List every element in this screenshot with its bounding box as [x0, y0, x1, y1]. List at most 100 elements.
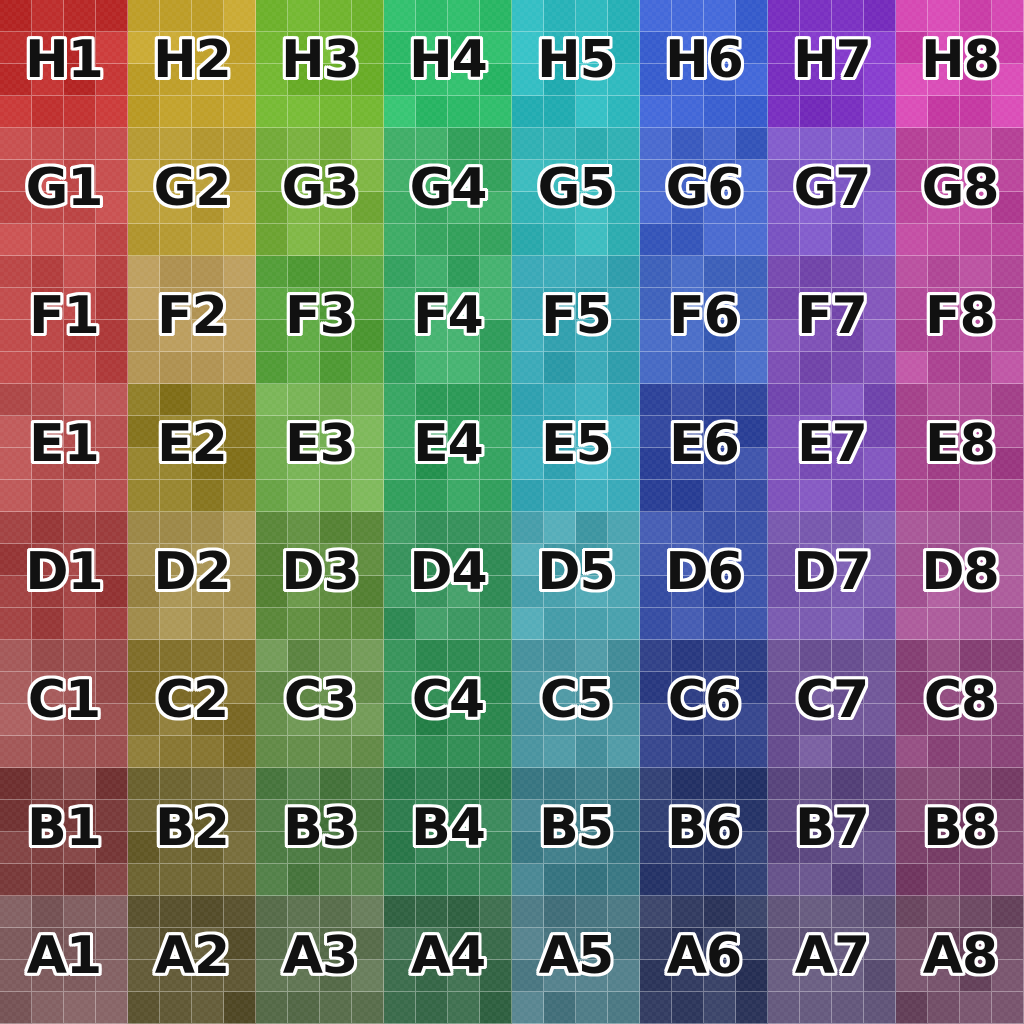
- sub-tile: [224, 384, 256, 416]
- grid-cell-c4[interactable]: C4: [384, 640, 512, 768]
- sub-tile: [608, 928, 640, 960]
- grid-cell-h4[interactable]: H4: [384, 0, 512, 128]
- grid-cell-e6[interactable]: E6: [640, 384, 768, 512]
- grid-cell-b6[interactable]: B6: [640, 768, 768, 896]
- grid-cell-c8[interactable]: C8: [896, 640, 1024, 768]
- grid-cell-e7[interactable]: E7: [768, 384, 896, 512]
- grid-cell-c7[interactable]: C7: [768, 640, 896, 768]
- grid-cell-a5[interactable]: A5: [512, 896, 640, 1024]
- grid-cell-d7[interactable]: D7: [768, 512, 896, 640]
- grid-cell-a3[interactable]: A3: [256, 896, 384, 1024]
- grid-cell-c6[interactable]: C6: [640, 640, 768, 768]
- grid-cell-b1[interactable]: B1: [0, 768, 128, 896]
- grid-cell-d3[interactable]: D3: [256, 512, 384, 640]
- grid-cell-d1[interactable]: D1: [0, 512, 128, 640]
- grid-cell-c5[interactable]: C5: [512, 640, 640, 768]
- grid-cell-b3[interactable]: B3: [256, 768, 384, 896]
- grid-cell-d8[interactable]: D8: [896, 512, 1024, 640]
- grid-cell-f1[interactable]: F1: [0, 256, 128, 384]
- grid-cell-c3[interactable]: C3: [256, 640, 384, 768]
- sub-tile: [704, 800, 736, 832]
- sub-tile: [608, 256, 640, 288]
- sub-tile: [640, 96, 672, 128]
- grid-cell-d6[interactable]: D6: [640, 512, 768, 640]
- sub-tile: [96, 800, 128, 832]
- sub-tile: [288, 32, 320, 64]
- grid-cell-g5[interactable]: G5: [512, 128, 640, 256]
- grid-cell-a1[interactable]: A1: [0, 896, 128, 1024]
- sub-tile: [256, 960, 288, 992]
- sub-tile: [288, 288, 320, 320]
- sub-tile: [64, 736, 96, 768]
- sub-tile: [352, 928, 384, 960]
- grid-cell-a8[interactable]: A8: [896, 896, 1024, 1024]
- grid-cell-e3[interactable]: E3: [256, 384, 384, 512]
- grid-cell-d4[interactable]: D4: [384, 512, 512, 640]
- grid-cell-g2[interactable]: G2: [128, 128, 256, 256]
- grid-cell-h2[interactable]: H2: [128, 0, 256, 128]
- grid-cell-g6[interactable]: G6: [640, 128, 768, 256]
- sub-tile: [192, 416, 224, 448]
- grid-cell-h1[interactable]: H1: [0, 0, 128, 128]
- grid-cell-g7[interactable]: G7: [768, 128, 896, 256]
- sub-tile: [128, 64, 160, 96]
- sub-tile: [224, 672, 256, 704]
- grid-cell-d2[interactable]: D2: [128, 512, 256, 640]
- grid-cell-h7[interactable]: H7: [768, 0, 896, 128]
- sub-tile: [384, 672, 416, 704]
- sub-tile: [704, 384, 736, 416]
- grid-cell-e2[interactable]: E2: [128, 384, 256, 512]
- grid-cell-b2[interactable]: B2: [128, 768, 256, 896]
- grid-cell-g3[interactable]: G3: [256, 128, 384, 256]
- grid-cell-e1[interactable]: E1: [0, 384, 128, 512]
- sub-tile: [480, 288, 512, 320]
- sub-tile: [448, 288, 480, 320]
- grid-cell-h5[interactable]: H5: [512, 0, 640, 128]
- cell-label-h7: H7: [793, 29, 872, 90]
- sub-tile: [544, 512, 576, 544]
- sub-tile: [416, 224, 448, 256]
- sub-tile: [288, 96, 320, 128]
- sub-tile: [608, 640, 640, 672]
- grid-cell-e5[interactable]: E5: [512, 384, 640, 512]
- sub-tile: [768, 0, 800, 32]
- grid-cell-g8[interactable]: G8: [896, 128, 1024, 256]
- grid-cell-e4[interactable]: E4: [384, 384, 512, 512]
- grid-cell-a7[interactable]: A7: [768, 896, 896, 1024]
- grid-cell-c2[interactable]: C2: [128, 640, 256, 768]
- grid-cell-f7[interactable]: F7: [768, 256, 896, 384]
- sub-tile: [320, 672, 352, 704]
- sub-tile: [288, 864, 320, 896]
- grid-cell-g1[interactable]: G1: [0, 128, 128, 256]
- sub-tile: [800, 160, 832, 192]
- sub-tile: [96, 960, 128, 992]
- grid-cell-g4[interactable]: G4: [384, 128, 512, 256]
- grid-cell-f5[interactable]: F5: [512, 256, 640, 384]
- grid-cell-b5[interactable]: B5: [512, 768, 640, 896]
- grid-cell-b8[interactable]: B8: [896, 768, 1024, 896]
- grid-cell-f6[interactable]: F6: [640, 256, 768, 384]
- grid-cell-h6[interactable]: H6: [640, 0, 768, 128]
- sub-tile: [96, 96, 128, 128]
- grid-cell-d5[interactable]: D5: [512, 512, 640, 640]
- grid-cell-f4[interactable]: F4: [384, 256, 512, 384]
- sub-tile: [192, 896, 224, 928]
- grid-cell-a2[interactable]: A2: [128, 896, 256, 1024]
- sub-tile-grid: [896, 512, 1024, 640]
- grid-cell-b7[interactable]: B7: [768, 768, 896, 896]
- grid-cell-a4[interactable]: A4: [384, 896, 512, 1024]
- grid-cell-h8[interactable]: H8: [896, 0, 1024, 128]
- grid-cell-h3[interactable]: H3: [256, 0, 384, 128]
- grid-cell-a6[interactable]: A6: [640, 896, 768, 1024]
- sub-tile: [512, 352, 544, 384]
- sub-tile: [288, 800, 320, 832]
- grid-cell-c1[interactable]: C1: [0, 640, 128, 768]
- sub-tile: [640, 480, 672, 512]
- grid-cell-e8[interactable]: E8: [896, 384, 1024, 512]
- sub-tile: [800, 384, 832, 416]
- grid-cell-f2[interactable]: F2: [128, 256, 256, 384]
- grid-cell-f8[interactable]: F8: [896, 256, 1024, 384]
- grid-cell-f3[interactable]: F3: [256, 256, 384, 384]
- grid-cell-b4[interactable]: B4: [384, 768, 512, 896]
- cell-label-a1: A1: [26, 925, 102, 986]
